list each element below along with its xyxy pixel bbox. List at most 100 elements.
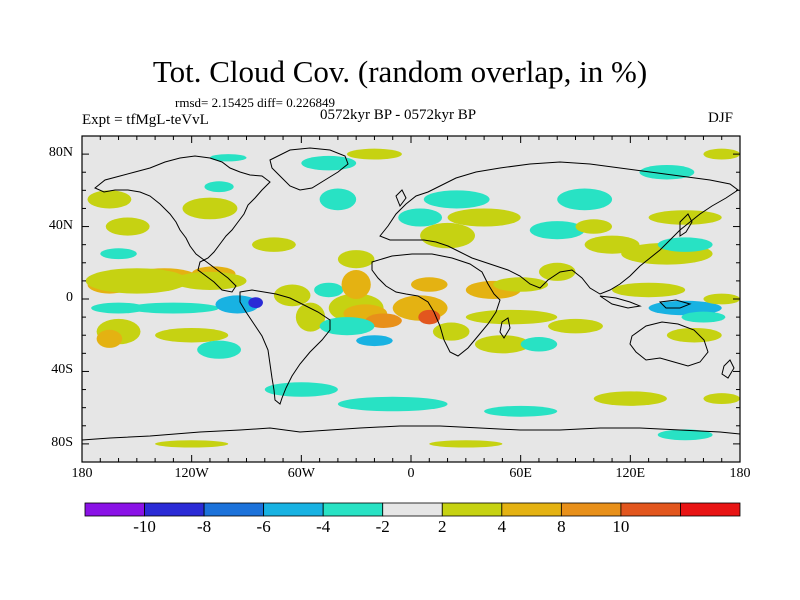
y-tick-label: 80N: [48, 145, 73, 161]
anomaly-region: [529, 221, 585, 240]
colorbar: [84, 502, 741, 517]
colorbar-swatch: [263, 502, 324, 517]
anomaly-region: [703, 393, 740, 405]
coast-africa: [371, 253, 501, 357]
coast-japan: [679, 213, 693, 237]
colorbar-label: -6: [256, 517, 271, 536]
anomaly-region: [612, 282, 686, 298]
anomaly-region: [155, 327, 229, 343]
period-label: 0572kyr BP - 0572kyr BP: [320, 107, 477, 123]
colorbar-swatch: [322, 502, 384, 517]
colorbar-label: 2: [438, 517, 447, 536]
anomaly-region: [251, 237, 296, 252]
map-frame: [81, 135, 741, 463]
anomaly-region: [301, 155, 357, 171]
colorbar-label: 4: [497, 517, 507, 536]
colorbar-swatch: [84, 502, 145, 517]
anomaly-region: [548, 318, 603, 334]
anomaly-region: [105, 217, 150, 236]
anomaly-region: [666, 327, 722, 343]
anomaly-region: [648, 300, 722, 316]
x-tick-label: 120E: [615, 466, 646, 481]
season-label: DJF: [708, 110, 734, 126]
anomaly-region: [204, 181, 234, 193]
colorbar-swatch: [441, 502, 503, 517]
anomaly-region: [538, 262, 576, 281]
coast-indonesia: [599, 295, 642, 309]
anomaly-region: [432, 322, 470, 341]
anomaly-regions: [85, 148, 740, 448]
stats-label: rmsd= 2.15425 diff= 0.226849: [175, 95, 335, 110]
x-tick-label: 180: [71, 466, 93, 481]
coast-antarctica: [82, 425, 740, 441]
anomaly-region: [484, 405, 558, 417]
y-tick-label: 0: [66, 290, 73, 305]
anomaly-region: [337, 250, 375, 269]
anomaly-region: [295, 302, 326, 332]
coast-new-zealand: [721, 359, 735, 379]
y-tick-label: 40S: [51, 362, 73, 378]
anomaly-region: [657, 429, 713, 441]
anomaly-region: [420, 222, 475, 249]
x-tick-label: 60E: [509, 466, 532, 481]
anomaly-region: [100, 248, 137, 260]
anomaly-region: [155, 440, 229, 448]
y-tick-label: 80S: [51, 434, 73, 450]
anomaly-region: [347, 148, 402, 160]
y-tick-label: 40N: [48, 217, 73, 233]
anomaly-region: [341, 270, 371, 299]
anomaly-region: [209, 154, 247, 162]
coast-eurasia: [379, 161, 739, 295]
anomaly-region: [87, 190, 132, 209]
x-tick-label: 180: [729, 466, 751, 481]
anomaly-region: [418, 309, 441, 325]
anomaly-region: [337, 396, 448, 412]
anomaly-region: [474, 335, 530, 354]
coastline-outlines: [82, 147, 740, 441]
coast-greenland: [269, 147, 349, 191]
anomaly-region: [465, 309, 558, 325]
colorbar-label: -2: [375, 517, 390, 536]
experiment-label: Expt = tfMgL-teVvL: [82, 112, 209, 128]
anomaly-region: [365, 313, 402, 328]
coast-british-isles: [395, 189, 407, 208]
anomaly-region: [447, 208, 521, 227]
anomaly-region: [423, 190, 490, 209]
anomaly-region: [411, 277, 448, 292]
coast-south-america: [239, 289, 331, 405]
anomaly-region: [703, 293, 740, 305]
colorbar-label: 10: [612, 517, 630, 536]
map-title: Tot. Cloud Cov. (random overlap, in %): [152, 54, 648, 89]
anomaly-region: [215, 295, 260, 314]
coast-madagascar: [499, 317, 511, 339]
anomaly-region: [319, 317, 375, 336]
colorbar-swatch: [144, 502, 205, 517]
anomaly-region: [264, 382, 338, 397]
anomaly-region: [96, 329, 123, 348]
anomaly-region: [197, 340, 242, 359]
coast-north-america: [94, 155, 271, 293]
anomaly-region: [520, 337, 558, 352]
anomaly-region: [173, 271, 247, 290]
anomaly-region: [557, 188, 613, 211]
anomaly-region: [356, 335, 393, 347]
anomaly-region: [398, 208, 443, 227]
anomaly-region: [575, 219, 613, 234]
colorbar-label: -4: [316, 517, 331, 536]
colorbar-swatch: [620, 502, 681, 517]
colorbar-swatch: [560, 502, 622, 517]
anomaly-region: [703, 148, 740, 160]
anomaly-region: [91, 302, 146, 314]
colorbar-swatch: [382, 502, 443, 517]
anomaly-region: [319, 188, 357, 211]
anomaly-region: [429, 440, 503, 448]
x-tick-label: 0: [407, 466, 415, 481]
anomaly-region: [248, 297, 263, 309]
anomaly-region: [182, 197, 238, 220]
anomaly-region: [127, 302, 220, 314]
anomaly-region: [273, 284, 311, 307]
anomaly-region: [681, 311, 726, 323]
x-tick-label: 60W: [287, 466, 315, 481]
colorbar-swatch: [203, 502, 265, 517]
coast-new-guinea: [658, 299, 692, 309]
